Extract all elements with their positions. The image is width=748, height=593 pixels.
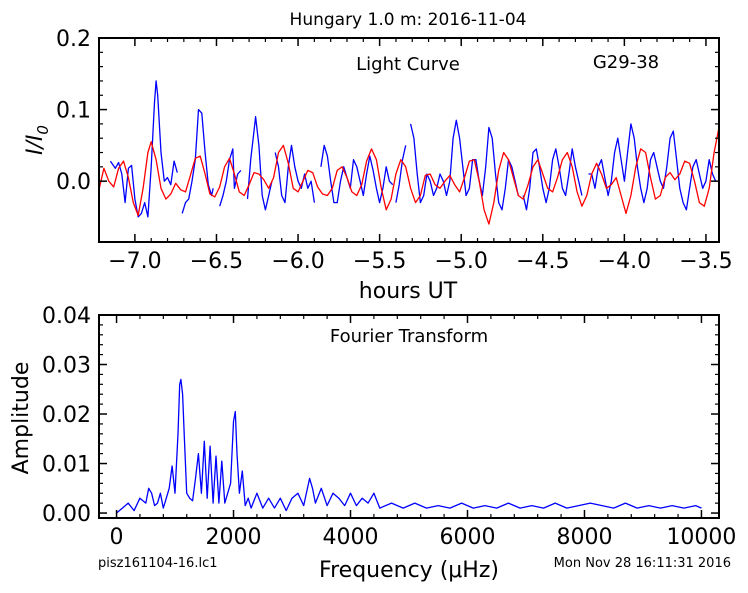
light-curve-xtick-label: −4.0: [598, 249, 651, 274]
svg-text:I/I0: I/I0: [23, 125, 52, 155]
light-curve-frame: [98, 37, 720, 243]
light-curve-xtick-label: −6.0: [271, 249, 324, 274]
light-curve-series-0-segment-1: [181, 108, 214, 214]
footer-filename: pisz161104-16.lc1: [98, 556, 217, 571]
light-curve-series-0-segment-6: [395, 145, 407, 203]
light-curve-series-0-segment-5: [320, 144, 394, 204]
light-curve-series-0-segment-8: [522, 148, 583, 211]
fourier-xtick-label: 8000: [556, 525, 612, 550]
fourier-xtick-label: 0: [110, 525, 124, 550]
light-curve-ytick-label: 0.2: [56, 27, 91, 52]
light-curve-series-0-segment-3: [246, 116, 273, 211]
light-curve-ylabel: I/I0: [23, 125, 52, 155]
light-curve-series-0-segment-7: [409, 119, 519, 211]
fourier-series-group: [116, 378, 702, 514]
light-curve-xtick-label: −7.0: [108, 249, 161, 274]
light-curve-xlabel: hours UT: [359, 279, 458, 304]
star-name-annotation: G29-38: [593, 52, 659, 73]
fourier-xtick-label: 4000: [323, 525, 379, 550]
light-curve-series-1-segment-0: [99, 127, 719, 225]
fourier-ytick-label: 0.00: [42, 502, 91, 527]
fourier-ytick-label: 0.03: [42, 354, 91, 379]
fourier-ytick-label: 0.02: [42, 403, 91, 428]
light-curve-panel: −7.0 −6.5 −6.0 −5.5 −5.0 −4.5 −4.0 −3.5 0.0 0.1 0.…: [23, 27, 733, 304]
light-curve-ytick-label: 0.1: [56, 99, 91, 124]
figure-title: Hungary 1.0 m: 2016-11-04: [290, 10, 527, 30]
fourier-ytick-label: 0.01: [42, 453, 91, 478]
light-curve-series-group: [99, 80, 719, 225]
fourier-panel: 0 2000 4000 6000 8000 10000 0.00 0.01 0.02 0.03 0.…: [9, 304, 736, 583]
light-curve-xtick-label: −5.0: [434, 249, 487, 274]
fourier-frame: [98, 314, 720, 519]
fourier-annotation: Fourier Transform: [330, 326, 488, 347]
light-curve-ytick-label: 0.0: [56, 170, 91, 195]
light-curve-series-0-segment-2: [219, 148, 242, 207]
fourier-xtick-label: 6000: [439, 525, 495, 550]
light-curve-xtick-label: −3.5: [679, 249, 732, 274]
light-curve-annotation: Light Curve: [356, 54, 460, 75]
light-curve-series-0-segment-4: [274, 144, 316, 204]
light-curve-xtick-label: −6.5: [190, 249, 243, 274]
fourier-series-0-segment-0: [116, 378, 702, 514]
light-curve-xtick-label: −4.5: [516, 249, 569, 274]
footer-timestamp: Mon Nov 28 16:11:31 2016: [554, 556, 731, 571]
light-curve-xtick-label: −5.5: [353, 249, 406, 274]
light-curve-series-0-segment-9: [588, 123, 717, 211]
fourier-xlabel: Frequency (μHz): [319, 558, 499, 583]
fourier-xtick-label: 2000: [206, 525, 262, 550]
light-curve-ticks: −7.0 −6.5 −6.0 −5.5 −5.0 −4.5 −4.0 −3.5 0.0 0.1 0.…: [56, 27, 733, 274]
light-curve-series-0-segment-0: [109, 80, 178, 218]
fourier-ticks: 0 2000 4000 6000 8000 10000 0.00 0.01 0.02 0.03 0.…: [42, 304, 736, 550]
fourier-ytick-label: 0.04: [42, 304, 91, 329]
fourier-ylabel: Amplitude: [9, 362, 34, 475]
fourier-xtick-label: 10000: [666, 525, 736, 550]
